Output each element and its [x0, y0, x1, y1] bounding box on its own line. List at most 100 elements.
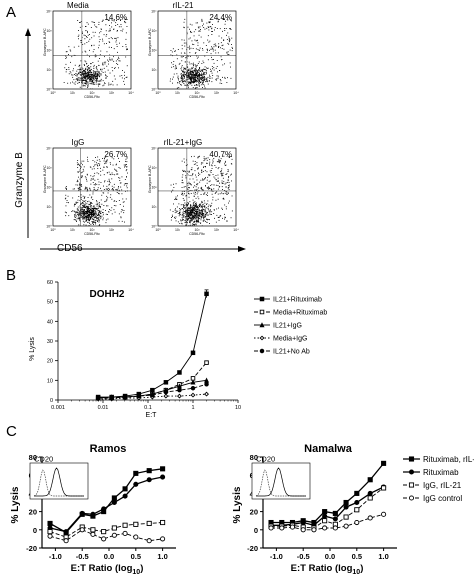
flow-dot — [199, 214, 200, 216]
legend-marker-dohh2 — [259, 309, 265, 315]
flow-dot — [118, 177, 120, 179]
flow-dot — [92, 212, 94, 214]
flow-dot — [172, 216, 173, 217]
flow-dot — [181, 81, 183, 83]
flow-dot — [187, 26, 189, 28]
flow-dot — [203, 27, 205, 28]
flow-dot — [209, 209, 211, 211]
flow-dot — [118, 186, 119, 187]
flow-dot — [76, 221, 77, 222]
flow-dot — [90, 166, 92, 168]
flow-dot — [181, 160, 183, 162]
flow-dot — [184, 222, 186, 224]
flow-dot — [177, 213, 179, 214]
flow-dot — [207, 187, 209, 189]
flow-dot — [113, 60, 115, 62]
flow-dot — [189, 212, 191, 214]
flow-dot — [81, 160, 83, 162]
legend-label-dohh2: IL21+No Ab — [273, 349, 310, 356]
flow-dot — [111, 178, 113, 180]
flow-dot — [86, 209, 88, 211]
flow-dot — [209, 219, 210, 221]
flow-dot — [89, 79, 91, 81]
flow-dot — [193, 221, 195, 223]
flow-dot — [89, 75, 90, 77]
flow-dot — [192, 64, 194, 65]
flow-dot — [75, 78, 77, 80]
flow-dot — [174, 50, 176, 52]
flow-dot — [89, 213, 91, 215]
flow-dot — [81, 175, 83, 177]
flow-dot — [111, 213, 113, 215]
flow-dot — [214, 165, 216, 166]
flow-dot — [102, 38, 103, 40]
flow-dot — [84, 213, 86, 215]
flow-dot — [203, 74, 205, 76]
flow-dot — [205, 177, 206, 179]
flow-dot — [95, 76, 97, 78]
flow-dot — [97, 168, 99, 169]
flow-dot — [189, 78, 191, 80]
flow-dot — [213, 44, 215, 46]
x-axis-label-ramos: E:T Ratio (log10) — [71, 563, 144, 576]
flow-dot — [230, 28, 231, 30]
flow-dot — [107, 214, 108, 215]
flow-dot — [68, 67, 70, 68]
flow-dot — [203, 209, 205, 211]
flow-dot — [96, 162, 97, 164]
flow-dot — [93, 83, 95, 85]
flow-dot — [188, 83, 190, 85]
flow-dot — [197, 209, 198, 211]
flow-dot — [183, 211, 185, 212]
flow-dot — [75, 216, 77, 218]
x-tick-label-namalwa: 1.0 — [378, 552, 388, 561]
flow-dot — [198, 70, 200, 72]
flow-dot — [98, 75, 100, 77]
flow-dot — [190, 213, 192, 215]
data-point-dohh2 — [95, 395, 101, 401]
flow-dot — [198, 217, 199, 218]
flow-dot — [191, 78, 193, 80]
flow-dot — [88, 72, 90, 74]
flow-dot — [197, 42, 199, 44]
flow-dot — [213, 67, 215, 69]
flow-dot — [125, 56, 127, 58]
flow-dot — [105, 160, 107, 162]
flow-dot — [202, 220, 204, 222]
flow-dot — [211, 34, 213, 35]
flow-dot — [203, 194, 205, 195]
flow-plot-frame — [52, 147, 132, 227]
flow-dot — [195, 52, 197, 53]
flow-dot — [189, 220, 191, 222]
flow-x-tick: 10² — [89, 228, 95, 232]
data-point-ramos — [160, 536, 166, 542]
flow-dot — [77, 167, 79, 168]
flow-dot — [201, 72, 202, 74]
flow-dot — [79, 213, 81, 215]
flow-dot — [220, 171, 222, 173]
flow-dot — [198, 74, 199, 76]
flow-dot — [207, 195, 208, 196]
data-point-namalwa — [322, 513, 328, 519]
flow-dot — [97, 80, 99, 82]
flow-dot — [93, 205, 95, 207]
flow-dot — [78, 163, 79, 165]
flow-dot — [121, 176, 123, 178]
flow-dot — [216, 214, 218, 216]
flow-dot — [184, 220, 186, 222]
flow-dot — [117, 187, 119, 189]
flow-dot — [125, 44, 127, 45]
flow-dot — [76, 202, 78, 204]
flow-dot — [80, 208, 82, 210]
flow-dot — [81, 212, 83, 214]
flow-dot — [113, 48, 115, 50]
flow-dot — [187, 85, 189, 87]
flow-dot — [176, 54, 178, 56]
flow-dot — [88, 78, 89, 79]
flow-dot — [91, 208, 93, 210]
flow-dot — [192, 81, 194, 83]
inset-frame — [29, 462, 89, 500]
flow-dot — [188, 77, 190, 79]
flow-dot — [181, 193, 183, 195]
flow-dot — [111, 67, 113, 68]
